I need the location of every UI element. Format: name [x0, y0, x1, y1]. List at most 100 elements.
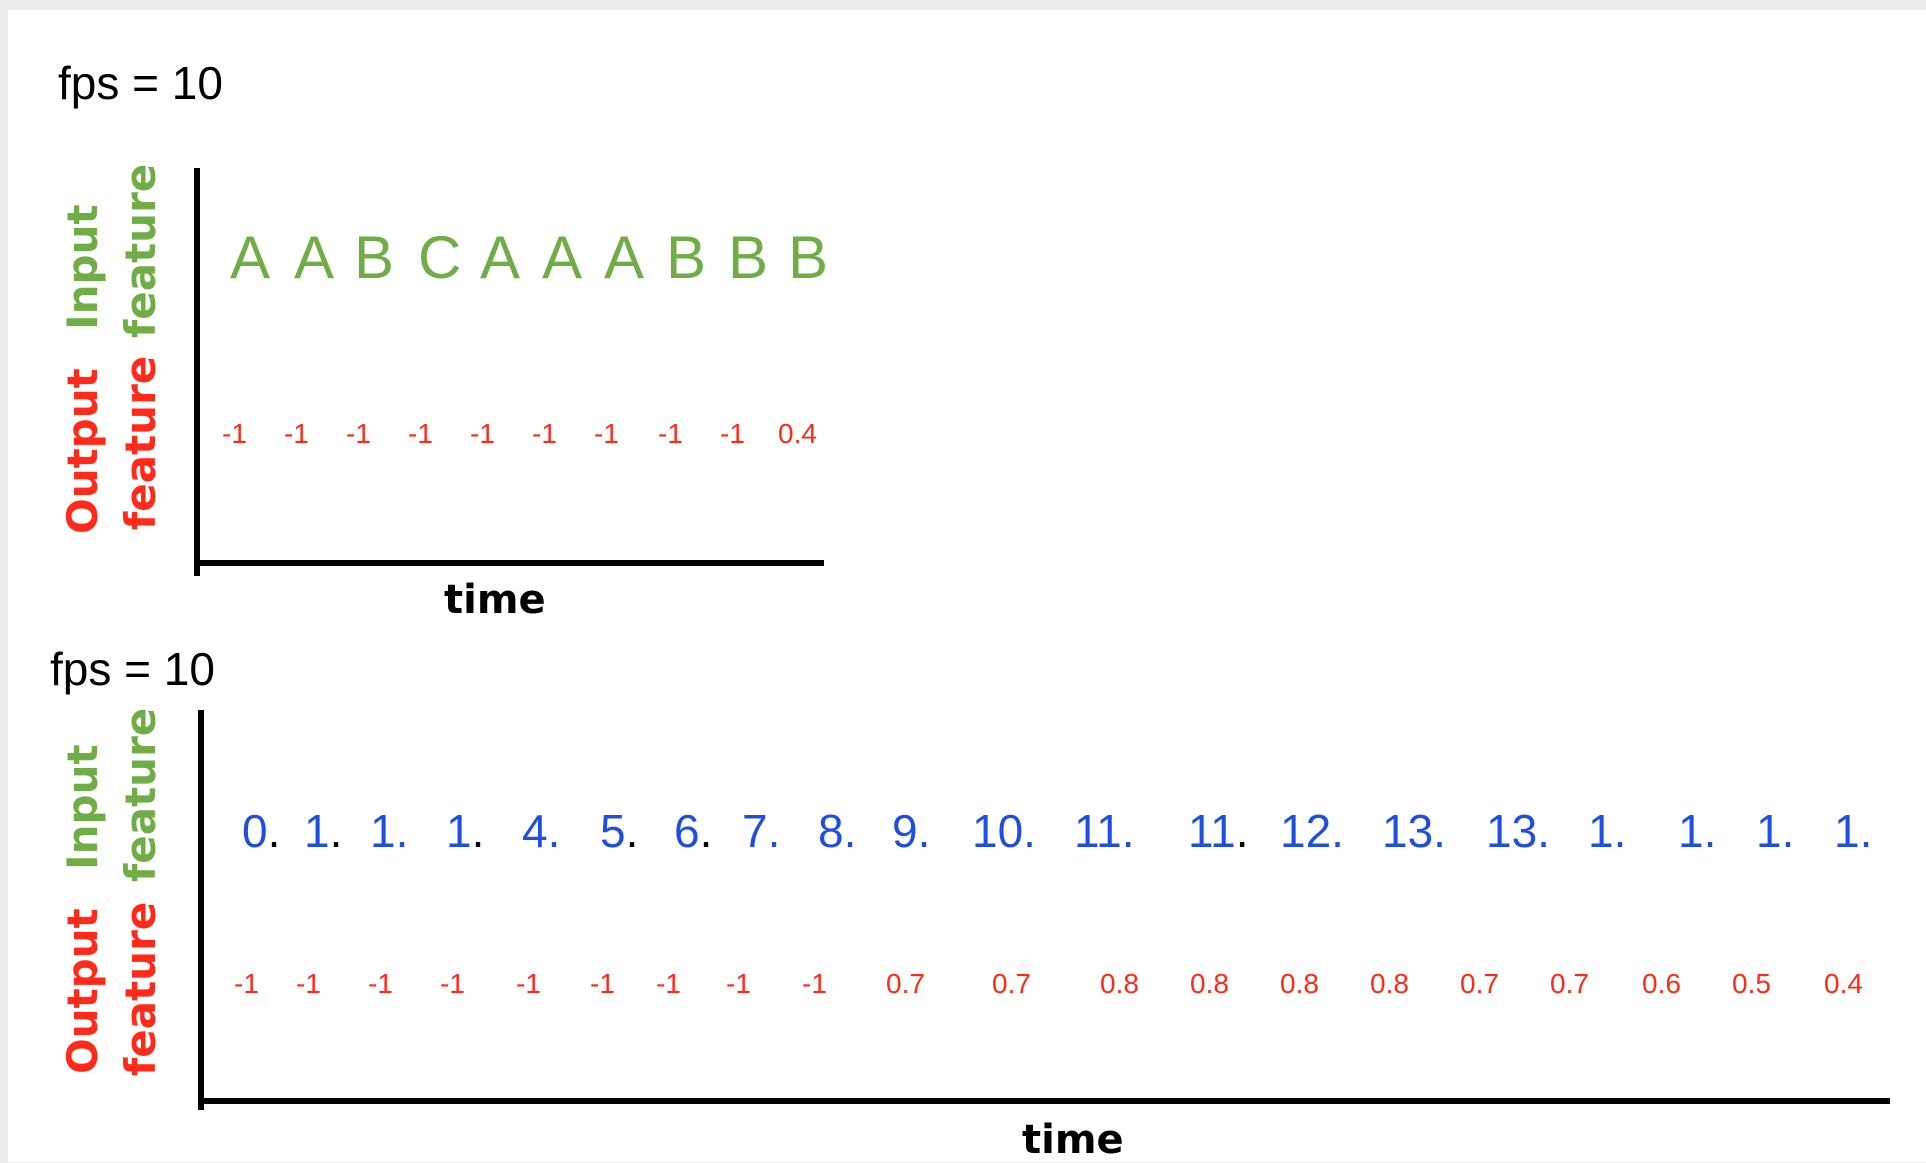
output-value: 0.7: [1550, 968, 1589, 999]
input-number-value: 1: [1756, 805, 1782, 857]
input-number-dot: .: [699, 805, 713, 857]
output-value: 0.4: [1824, 968, 1863, 999]
input-number: 7.: [742, 808, 780, 854]
output-value: -1: [720, 418, 745, 449]
input-number: 5.: [600, 808, 638, 854]
output-value: -1: [408, 418, 433, 449]
input-letter: A: [480, 224, 521, 291]
output-value: -1: [440, 968, 465, 999]
bottom-fps-label: fps = 10: [50, 643, 215, 695]
output-value: -1: [470, 418, 495, 449]
top-y-axis: [194, 168, 200, 576]
input-letter: B: [788, 224, 829, 291]
top-x-axis: [194, 560, 824, 566]
input-number-dot: .: [471, 805, 485, 857]
input-number-value: 1: [1588, 805, 1614, 857]
output-value: 0.8: [1100, 968, 1139, 999]
output-value: -1: [234, 968, 259, 999]
input-number-dot: .: [1331, 805, 1344, 857]
input-number-value: 1: [446, 805, 472, 857]
input-number-value: 13: [1382, 805, 1434, 857]
input-number-dot: .: [1121, 805, 1135, 857]
input-number: 1.: [1834, 808, 1872, 854]
input-letter: A: [542, 224, 583, 291]
input-number: 13.: [1382, 808, 1446, 854]
input-number-value: 11: [1188, 805, 1236, 857]
input-number-dot: .: [329, 805, 343, 857]
output-value: -1: [656, 968, 681, 999]
input-number: 10.: [972, 808, 1036, 854]
output-value: -1: [658, 418, 683, 449]
input-number-dot: .: [1023, 805, 1036, 857]
input-number-dot: .: [395, 805, 409, 857]
top-ylabel-input-line2: feature: [116, 163, 165, 338]
input-number-value: 1: [1678, 805, 1704, 857]
input-letter: A: [230, 224, 271, 291]
top-x-label: time: [444, 577, 546, 623]
bottom-ylabel-input-line1: Input: [58, 744, 107, 870]
output-value: -1: [222, 418, 247, 449]
output-value: -1: [802, 968, 827, 999]
output-value: 0.5: [1732, 968, 1771, 999]
output-value: -1: [516, 968, 541, 999]
input-number-dot: .: [547, 805, 561, 857]
output-value: 0.4: [778, 418, 817, 449]
input-letter: C: [418, 224, 462, 291]
input-number: 1.: [1756, 808, 1794, 854]
top-fps-label: fps = 10: [58, 57, 223, 109]
input-number: 4.: [522, 808, 560, 854]
input-letter: A: [294, 224, 335, 291]
input-number-value: 1: [370, 805, 396, 857]
input-number-value: 13: [1486, 805, 1538, 857]
input-number-dot: .: [1613, 805, 1627, 857]
input-number-dot: .: [1703, 805, 1717, 857]
output-value: -1: [594, 418, 619, 449]
output-value: 0.7: [992, 968, 1031, 999]
output-value: 0.7: [886, 968, 925, 999]
input-number-dot: .: [1781, 805, 1795, 857]
input-number-dot: .: [625, 805, 639, 857]
input-number: 1.: [1588, 808, 1626, 854]
input-number-value: 10: [972, 805, 1024, 857]
input-number-dot: .: [767, 805, 781, 857]
input-number-value: 12: [1280, 805, 1332, 857]
bottom-y-axis: [198, 710, 204, 1110]
output-value: 0.8: [1190, 968, 1229, 999]
output-value: -1: [590, 968, 615, 999]
top-ylabel-output-line2: feature: [116, 355, 165, 530]
input-number-dot: .: [843, 805, 857, 857]
output-value: -1: [368, 968, 393, 999]
input-number: 1.: [370, 808, 408, 854]
input-letter: B: [728, 224, 769, 291]
input-number: 1.: [446, 808, 484, 854]
input-number: 8.: [818, 808, 856, 854]
input-number-value: 8: [818, 805, 844, 857]
input-number: 0.: [242, 808, 280, 854]
input-number: 9.: [892, 808, 930, 854]
output-value: 0.6: [1642, 968, 1681, 999]
input-number: 1.: [304, 808, 342, 854]
output-value: 0.8: [1370, 968, 1409, 999]
output-value: -1: [296, 968, 321, 999]
input-number-value: 0: [242, 805, 268, 857]
input-number-dot: .: [1433, 805, 1446, 857]
input-number-value: 5: [600, 805, 626, 857]
input-number: 13.: [1486, 808, 1550, 854]
bottom-x-label: time: [1022, 1117, 1124, 1163]
input-number: 11.: [1074, 808, 1135, 854]
input-letter: B: [666, 224, 707, 291]
bottom-ylabel-input-line2: feature: [116, 707, 165, 882]
input-number-dot: .: [267, 805, 281, 857]
input-number-value: 4: [522, 805, 548, 857]
input-number-dot: .: [917, 805, 931, 857]
input-number: 12.: [1280, 808, 1344, 854]
bottom-ylabel-output-line1: Output: [58, 908, 107, 1074]
output-value: -1: [726, 968, 751, 999]
bottom-ylabel-output-line2: feature: [116, 901, 165, 1076]
output-value: -1: [532, 418, 557, 449]
top-ylabel-input-line1: Input: [58, 204, 107, 330]
output-value: -1: [284, 418, 309, 449]
input-number-dot: .: [1235, 805, 1249, 857]
output-value: 0.7: [1460, 968, 1499, 999]
